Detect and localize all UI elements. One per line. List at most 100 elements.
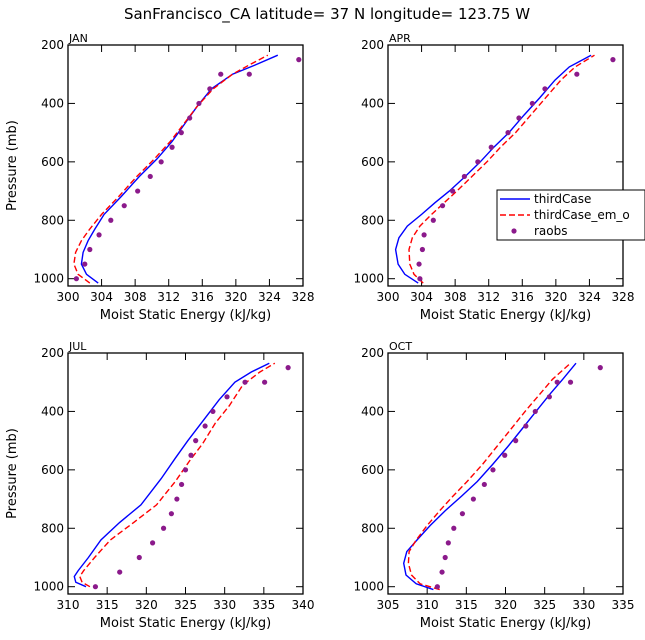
x-tick-label: 320 bbox=[544, 290, 567, 304]
y-tick-label: 600 bbox=[361, 155, 384, 169]
panel-jan: JAN 300 304 308 312 316 320 324 328 200 400 600 800 1… bbox=[5, 32, 314, 323]
x-tick-label: 320 bbox=[494, 598, 517, 612]
x-tick-label: 315 bbox=[96, 598, 119, 612]
series-line-thirdcase bbox=[394, 54, 592, 284]
raobs-point bbox=[475, 159, 481, 165]
raobs-point bbox=[178, 481, 185, 488]
raobs-point bbox=[296, 57, 302, 63]
raobs-point bbox=[262, 379, 268, 385]
raobs-point bbox=[136, 554, 142, 561]
raobs-point bbox=[160, 525, 167, 531]
x-tick-label: 300 bbox=[377, 290, 400, 304]
y-tick-label: 200 bbox=[361, 346, 384, 360]
raobs-point bbox=[135, 188, 141, 194]
y-tick-label: 200 bbox=[41, 346, 64, 360]
raobs-point bbox=[450, 188, 456, 194]
raobs-point bbox=[461, 173, 467, 180]
raobs-point bbox=[218, 71, 224, 77]
raobs-point bbox=[502, 452, 508, 458]
raobs-point bbox=[417, 276, 423, 282]
figure-title: SanFrancisco_CA latitude= 37 N longitude… bbox=[124, 5, 530, 24]
y-tick-label: 400 bbox=[361, 96, 384, 110]
raobs-point bbox=[542, 86, 548, 92]
raobs-point bbox=[532, 408, 538, 415]
raobs-point bbox=[554, 379, 560, 385]
y-tick-label: 1000 bbox=[353, 580, 384, 594]
raobs-point bbox=[92, 584, 99, 590]
panel-label-oct: OCT bbox=[389, 340, 412, 353]
plot-panels: JAN 300 304 308 312 316 320 324 328 200 400 600 800 1… bbox=[5, 32, 634, 631]
y-tick-label: 200 bbox=[41, 38, 64, 52]
raobs-point bbox=[87, 246, 93, 253]
x-tick-label: 340 bbox=[292, 598, 315, 612]
raobs-point bbox=[121, 203, 127, 209]
raobs-point bbox=[246, 71, 252, 77]
y-tick-label: 200 bbox=[361, 38, 384, 52]
y-tick-label: 800 bbox=[361, 521, 384, 535]
raobs-point bbox=[169, 144, 175, 150]
x-tick-label: 305 bbox=[377, 598, 400, 612]
x-tick-label: 330 bbox=[572, 598, 595, 612]
raobs-point bbox=[174, 496, 180, 502]
y-tick-label: 400 bbox=[361, 404, 384, 418]
legend-label-thirdcase: thirdCase bbox=[534, 192, 591, 206]
x-tick-label: 304 bbox=[410, 290, 433, 304]
raobs-point bbox=[430, 217, 436, 223]
raobs-point bbox=[610, 57, 616, 63]
raobs-point bbox=[567, 379, 574, 385]
y-tick-label: 800 bbox=[361, 213, 384, 227]
raobs-point bbox=[597, 365, 603, 371]
x-tick-label: 325 bbox=[174, 598, 197, 612]
raobs-point bbox=[574, 71, 580, 77]
raobs-point bbox=[73, 276, 79, 282]
series-line-thirdcase-em-o bbox=[408, 54, 595, 284]
series-line-thirdcase-em-o bbox=[73, 54, 269, 284]
raobs-point bbox=[546, 394, 552, 400]
x-tick-label: 335 bbox=[612, 598, 635, 612]
plot-frame-oct bbox=[387, 352, 624, 595]
y-tick-label: 600 bbox=[41, 155, 64, 169]
y-tick-label: 600 bbox=[41, 463, 64, 477]
raobs-point bbox=[207, 86, 213, 92]
x-tick-label: 325 bbox=[533, 598, 556, 612]
panel-oct: OCT 305 310 315 320 325 330 335 200 400 600 800 1000… bbox=[353, 340, 634, 631]
x-tick-label: 320 bbox=[224, 290, 247, 304]
raobs-point bbox=[202, 423, 208, 429]
x-tick-label: 335 bbox=[252, 598, 275, 612]
x-axis-label: Moist Static Energy (kJ/kg) bbox=[420, 616, 591, 631]
panel-label-apr: APR bbox=[389, 32, 411, 45]
series-line-thirdcase-em-o bbox=[407, 362, 571, 591]
raobs-point bbox=[513, 438, 519, 444]
raobs-point bbox=[445, 540, 451, 546]
x-tick-label: 324 bbox=[578, 290, 601, 304]
raobs-point bbox=[196, 100, 202, 107]
x-tick-label: 310 bbox=[416, 598, 439, 612]
raobs-point bbox=[182, 467, 189, 473]
y-tick-label: 400 bbox=[41, 404, 64, 418]
raobs-point bbox=[439, 203, 446, 209]
raobs-point bbox=[147, 173, 153, 180]
raobs-point bbox=[117, 569, 123, 575]
raobs-point bbox=[439, 569, 445, 575]
series-line-thirdcase-em-o bbox=[79, 362, 276, 588]
x-tick-label: 324 bbox=[258, 290, 281, 304]
x-tick-label: 304 bbox=[90, 290, 113, 304]
x-tick-label: 315 bbox=[455, 598, 478, 612]
x-tick-label: 310 bbox=[57, 598, 80, 612]
panel-label-jul: JUL bbox=[68, 340, 87, 353]
panel-jul: JUL 310 315 320 325 330 335 340 200 400 600 800 1000… bbox=[5, 340, 314, 631]
x-axis-label: Moist Static Energy (kJ/kg) bbox=[100, 616, 271, 631]
x-tick-label: 320 bbox=[135, 598, 158, 612]
x-tick-label: 316 bbox=[511, 290, 534, 304]
raobs-point bbox=[242, 379, 248, 385]
x-tick-label: 312 bbox=[157, 290, 180, 304]
raobs-point bbox=[158, 159, 164, 165]
raobs-point bbox=[210, 408, 216, 415]
x-tick-label: 316 bbox=[191, 290, 214, 304]
legend-label-thirdcase-em-o: thirdCase_em_o bbox=[534, 208, 630, 222]
y-tick-label: 1000 bbox=[353, 272, 384, 286]
y-axis-label: Pressure (mb) bbox=[5, 428, 20, 519]
raobs-point bbox=[188, 452, 194, 458]
raobs-point bbox=[505, 130, 511, 136]
plot-frame-apr bbox=[387, 44, 624, 287]
